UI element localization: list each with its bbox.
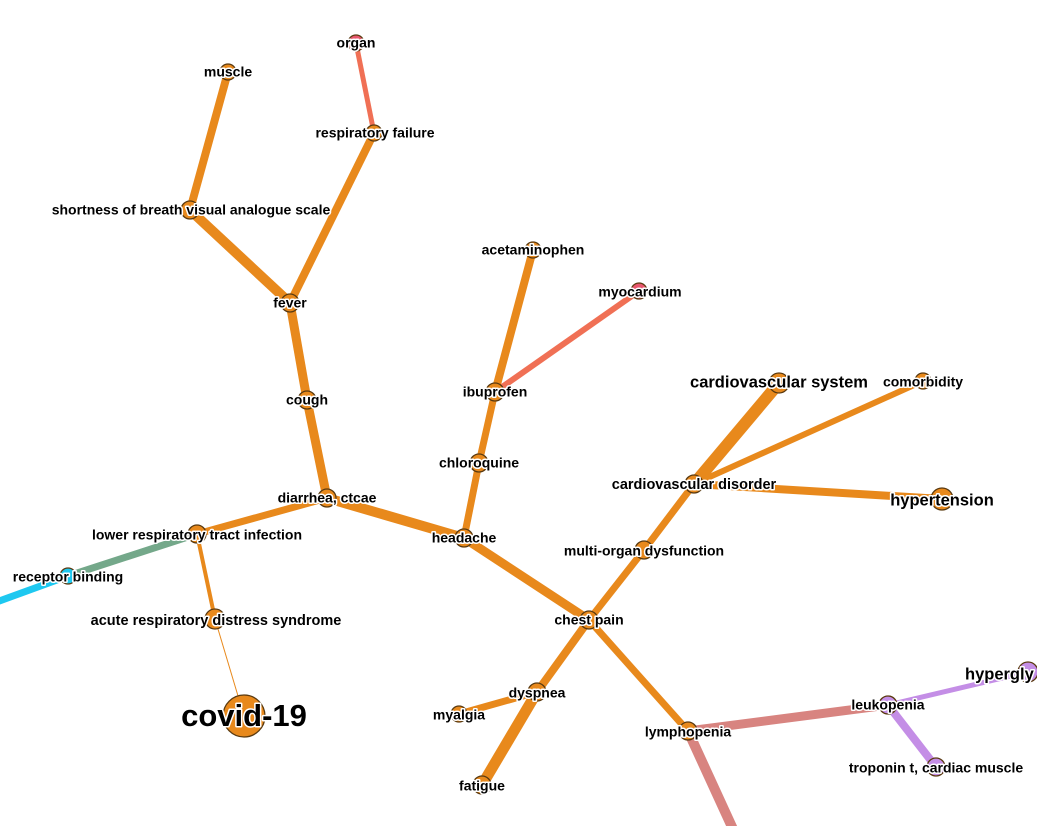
node-organ[interactable] bbox=[347, 34, 365, 52]
node-label-hypergly: hypergly bbox=[965, 665, 1035, 683]
node-label-fatigue: fatigue bbox=[459, 778, 505, 794]
node-label-muscle: muscle bbox=[204, 64, 252, 80]
node-respiratory_failure[interactable] bbox=[365, 124, 383, 142]
edge-organ-respiratory_failure bbox=[353, 42, 377, 134]
node-ards[interactable] bbox=[204, 608, 226, 630]
edge-lrti-ards bbox=[195, 533, 217, 620]
node-ibuprofen[interactable] bbox=[485, 382, 505, 402]
edge-diarrhea_ctcae-lrti bbox=[196, 494, 328, 538]
edge-sob_vas-fever bbox=[186, 206, 294, 307]
node-lymphopenia[interactable] bbox=[678, 721, 698, 741]
node-label-respiratory_failure: respiratory failure bbox=[315, 125, 434, 141]
node-headache[interactable] bbox=[454, 528, 474, 548]
node-label-hypertension: hypertension bbox=[890, 491, 994, 509]
node-label-myocardium: myocardium bbox=[598, 284, 681, 300]
graph-labels: organ muscle respiratory failure shortness … bbox=[11, 33, 1036, 795]
edge-dyspnea-fatigue bbox=[477, 689, 542, 788]
node-dyspnea[interactable] bbox=[527, 682, 547, 702]
node-label-fever: fever bbox=[273, 295, 307, 311]
node-cough[interactable] bbox=[297, 390, 317, 410]
edge-diarrhea_ctcae-headache bbox=[325, 493, 466, 543]
node-label-receptor_binding: receptor binding bbox=[13, 569, 123, 585]
node-label-diarrhea_ctcae: diarrhea, ctcae bbox=[278, 490, 377, 506]
edge-cough-diarrhea_ctcae bbox=[302, 399, 332, 499]
node-label-myalgia: myalgia bbox=[433, 707, 485, 723]
edge-cardiovascular_disorder-cardiovascular_system bbox=[689, 379, 784, 488]
node-covid19[interactable] bbox=[222, 694, 266, 738]
graph-edges bbox=[0, 42, 1029, 826]
node-diarrhea_ctcae[interactable] bbox=[317, 488, 337, 508]
edge-cardiovascular_disorder-hypertension bbox=[693, 480, 943, 503]
node-label-cough: cough bbox=[286, 392, 328, 408]
node-hypergly[interactable] bbox=[1017, 661, 1037, 683]
node-cardiovascular_system[interactable] bbox=[768, 372, 790, 394]
edge-chest_pain-multi_organ_dysfunction bbox=[586, 547, 647, 623]
node-label-troponin: troponin t, cardiac muscle bbox=[849, 760, 1023, 776]
node-label-chloroquine: chloroquine bbox=[439, 455, 519, 471]
edge-muscle-sob_vas bbox=[186, 70, 232, 212]
edge-receptor_binding-offscreen_left bbox=[0, 572, 70, 605]
node-comorbidity[interactable] bbox=[914, 372, 932, 390]
node-myalgia[interactable] bbox=[450, 705, 468, 723]
node-label-organ: organ bbox=[337, 35, 376, 51]
edge-lrti-receptor_binding bbox=[66, 530, 199, 580]
node-label-lymphopenia: lymphopenia bbox=[645, 724, 732, 740]
node-label-cardiovascular_disorder: cardiovascular disorder bbox=[612, 477, 777, 493]
node-label-multi_organ_dysfunction: multi-organ dysfunction bbox=[564, 543, 724, 559]
edge-cardiovascular_disorder-comorbidity bbox=[692, 378, 925, 487]
node-lrti[interactable] bbox=[187, 524, 207, 544]
node-label-headache: headache bbox=[432, 530, 497, 546]
edge-lymphopenia-leukopenia bbox=[687, 700, 889, 736]
node-label-cardiovascular_system: cardiovascular system bbox=[690, 373, 868, 391]
edge-multi_organ_dysfunction-cardiovascular_disorder bbox=[641, 481, 697, 553]
edge-acetaminophen-ibuprofen bbox=[491, 248, 537, 394]
node-multi_organ_dysfunction[interactable] bbox=[634, 540, 654, 560]
node-label-lrti: lower respiratory tract infection bbox=[92, 527, 302, 543]
node-label-covid19: covid-19 bbox=[181, 698, 307, 733]
edge-chloroquine-headache bbox=[460, 462, 483, 539]
node-label-dyspnea: dyspnea bbox=[509, 685, 566, 701]
node-cardiovascular_disorder[interactable] bbox=[684, 474, 704, 494]
node-receptor_binding[interactable] bbox=[59, 567, 77, 585]
edge-lymphopenia-offscreen_bottom bbox=[683, 728, 738, 826]
node-label-sob_vas: shortness of breath visual analogue scal… bbox=[52, 202, 331, 218]
node-fever[interactable] bbox=[280, 293, 300, 313]
node-label-leukopenia: leukopenia bbox=[851, 697, 924, 713]
edge-dyspnea-myalgia bbox=[458, 688, 538, 718]
node-sob_vas[interactable] bbox=[180, 200, 200, 220]
node-label-chest_pain: chest pain bbox=[554, 612, 623, 628]
node-hypertension[interactable] bbox=[930, 487, 954, 511]
node-fatigue[interactable] bbox=[472, 775, 492, 795]
edge-ibuprofen-chloroquine bbox=[475, 391, 499, 464]
edge-leukopenia-troponin bbox=[884, 702, 940, 770]
edge-ibuprofen-myocardium bbox=[493, 288, 641, 395]
node-label-ibuprofen: ibuprofen bbox=[463, 384, 528, 400]
node-myocardium[interactable] bbox=[630, 282, 648, 300]
node-troponin[interactable] bbox=[926, 757, 946, 777]
edge-fever-cough bbox=[285, 302, 312, 401]
node-acetaminophen[interactable] bbox=[524, 241, 542, 259]
node-label-comorbidity: comorbidity bbox=[883, 374, 963, 390]
edge-headache-chest_pain bbox=[461, 534, 592, 624]
node-label-acetaminophen: acetaminophen bbox=[482, 242, 585, 258]
edge-chest_pain-lymphopenia bbox=[586, 617, 691, 734]
node-muscle[interactable] bbox=[219, 63, 237, 81]
graph-nodes bbox=[59, 34, 1037, 795]
node-leukopenia[interactable] bbox=[878, 695, 898, 715]
node-chloroquine[interactable] bbox=[469, 453, 489, 473]
edge-respiratory_failure-fever bbox=[286, 131, 378, 305]
edge-leukopenia-hypergly bbox=[887, 669, 1029, 708]
edge-chest_pain-dyspnea bbox=[533, 617, 593, 695]
node-label-ards: acute respiratory distress syndrome bbox=[91, 613, 342, 629]
node-chest_pain[interactable] bbox=[579, 610, 599, 630]
